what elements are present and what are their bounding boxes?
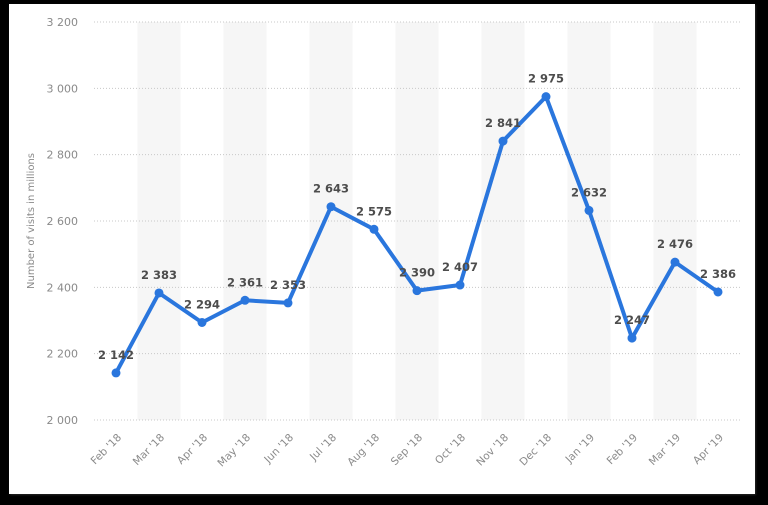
x-tick-label: Nov '18 <box>474 432 511 469</box>
data-point <box>111 368 121 378</box>
data-point <box>154 288 164 298</box>
data-label: 2 247 <box>614 313 650 327</box>
x-tick-label: Aug '18 <box>345 432 382 469</box>
data-point <box>197 317 207 327</box>
y-tick-label: 2 600 <box>47 215 79 228</box>
data-point <box>541 92 551 102</box>
data-label: 2 632 <box>571 185 607 199</box>
data-point <box>283 298 293 308</box>
y-tick-label: 3 200 <box>47 16 79 29</box>
data-label: 2 407 <box>442 260 478 274</box>
column-band <box>137 22 181 420</box>
data-point <box>240 295 250 305</box>
x-tick-label: Jun '18 <box>261 432 296 467</box>
y-tick-label: 3 000 <box>47 82 79 95</box>
y-tick-label: 2 200 <box>47 348 79 361</box>
x-tick-label: Feb '19 <box>605 432 640 467</box>
data-label: 2 361 <box>227 275 263 289</box>
x-tick-label: Mar '18 <box>131 432 167 468</box>
x-tick-label: May '18 <box>215 432 253 470</box>
data-label: 2 383 <box>141 268 177 282</box>
data-label: 2 142 <box>98 348 134 362</box>
data-label: 2 294 <box>184 297 220 311</box>
data-point <box>584 205 594 215</box>
data-label: 2 390 <box>399 266 435 280</box>
y-axis-title: Number of visits in millions <box>26 153 37 289</box>
data-point <box>369 224 379 234</box>
x-tick-label: Apr '19 <box>691 432 726 467</box>
data-point <box>455 280 465 290</box>
data-label: 2 575 <box>356 204 392 218</box>
x-tick-label: Jul '18 <box>307 432 339 464</box>
x-tick-label: Dec '18 <box>517 432 554 469</box>
data-label: 2 841 <box>485 116 521 130</box>
y-tick-label: 2 400 <box>47 281 79 294</box>
x-tick-label: Mar '19 <box>647 432 683 468</box>
data-label: 2 975 <box>528 72 564 86</box>
chart-panel <box>9 4 755 494</box>
data-point <box>627 333 637 343</box>
data-point <box>713 287 723 297</box>
column-band <box>653 22 697 420</box>
data-point <box>412 286 422 296</box>
y-tick-label: 2 800 <box>47 149 79 162</box>
y-tick-label: 2 000 <box>47 414 79 427</box>
x-tick-label: Feb '18 <box>89 432 124 467</box>
data-label: 2 386 <box>700 267 736 281</box>
column-band <box>395 22 439 420</box>
x-tick-label: Jan '19 <box>563 432 597 466</box>
data-label: 2 643 <box>313 182 349 196</box>
data-point <box>670 257 680 267</box>
x-tick-label: Sep '18 <box>389 432 425 468</box>
data-point <box>326 202 336 212</box>
x-tick-label: Apr '18 <box>175 432 210 467</box>
data-label: 2 353 <box>270 278 306 292</box>
data-point <box>498 136 508 146</box>
x-tick-label: Oct '18 <box>433 432 468 467</box>
data-label: 2 476 <box>657 237 693 251</box>
